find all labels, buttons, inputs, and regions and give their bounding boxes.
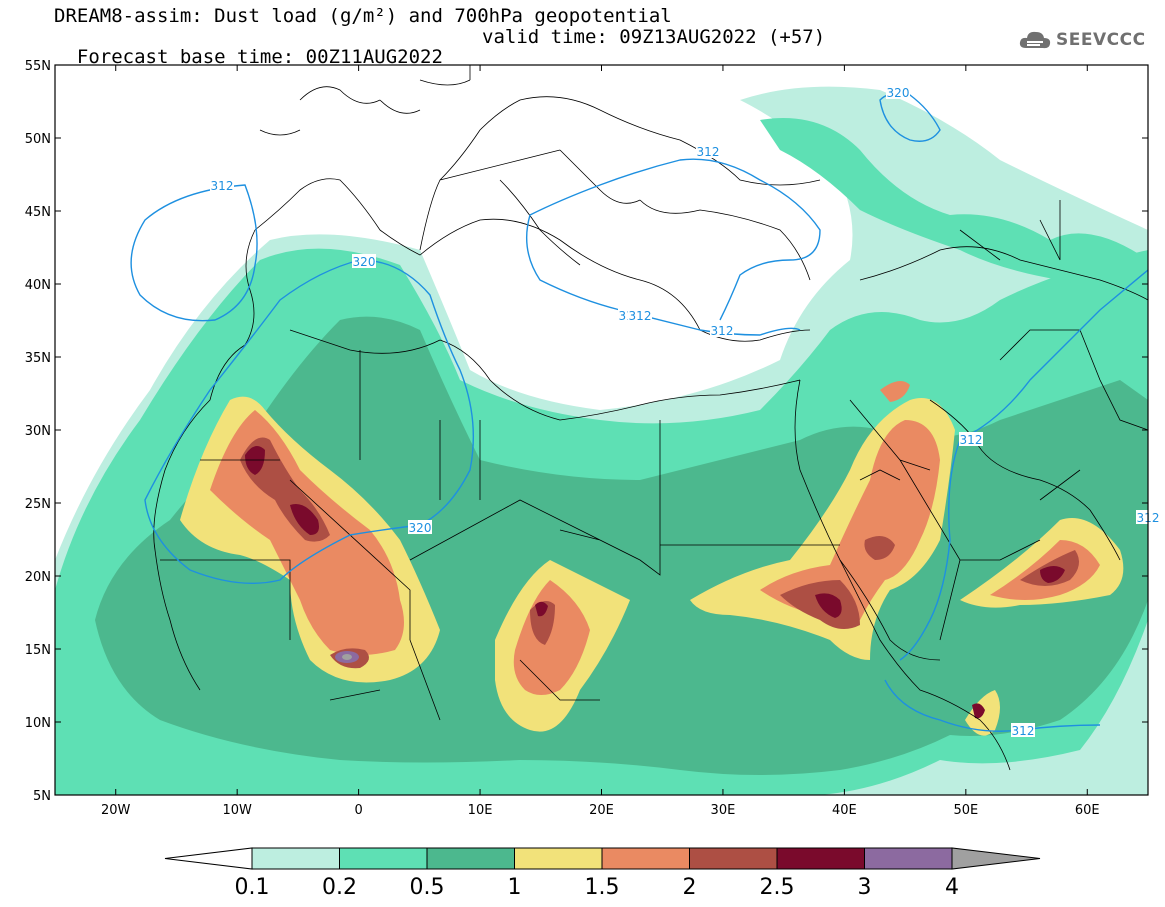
latitude-axis: 55N 50N 45N 40N 35N 30N 25N 20N 15N 10N 5N: [25, 59, 1148, 804]
colorbar-segment: [426, 847, 515, 870]
colorbar-segment: [776, 847, 865, 870]
colorbar-segment: [601, 847, 690, 870]
colorbar-label: 0.5: [410, 875, 445, 900]
contour-label: 312: [629, 309, 652, 323]
base-time: Forecast base time: 00Z11AUG2022: [76, 46, 443, 68]
contour-label: 312: [711, 324, 734, 338]
colorbar-label: 2: [683, 875, 697, 900]
contour-label: 312: [211, 179, 234, 193]
contour-label-bg: [1011, 723, 1035, 737]
lat-tick-label: 45N: [25, 205, 51, 220]
contour-label: 312: [960, 433, 983, 447]
lat-tick-label: 40N: [25, 278, 51, 293]
lat-tick-label: 35N: [25, 351, 51, 366]
lat-tick-label: 5N: [33, 789, 51, 804]
contour-label: 320: [887, 86, 910, 100]
contour-label-bg: [408, 520, 432, 534]
lon-tick-label: 60E: [1075, 803, 1100, 818]
contour-label-bg: [886, 85, 910, 99]
lat-tick-label: 30N: [25, 424, 51, 439]
contour-label: 320: [409, 521, 432, 535]
dust-level-2.5: [245, 446, 265, 475]
lon-tick-label: 20E: [589, 803, 614, 818]
lon-tick-label: 0: [354, 803, 362, 818]
lat-tick-label: 15N: [25, 643, 51, 658]
contour-label: 320: [353, 255, 376, 269]
contour-label: 312: [697, 145, 720, 159]
contour-labels: 312320320312312320312312312312312: [210, 85, 1160, 738]
logo-text: SEEVCCC: [1056, 30, 1146, 50]
contour-label: 312: [1012, 724, 1035, 738]
colorbar-label: 3: [858, 875, 872, 900]
lat-tick-label: 50N: [25, 132, 51, 147]
colorbar-low-arrow: [164, 847, 253, 870]
colorbar-label: 1: [508, 875, 522, 900]
lat-tick-label: 55N: [25, 59, 51, 74]
contour-label-bg: [210, 178, 234, 192]
colorbar: 0.1 0.2 0.5 1 1.5 2 2.5 3 4: [164, 847, 1041, 900]
lat-tick-label: 25N: [25, 497, 51, 512]
dust-field: [55, 65, 1148, 795]
colorbar-segment: [689, 847, 778, 870]
colorbar-label: 0.1: [235, 875, 270, 900]
contour-label-bg: [696, 144, 720, 158]
lon-tick-label: 10E: [468, 803, 493, 818]
colorbar-label: 0.2: [322, 875, 357, 900]
contour-label-bg: [959, 432, 983, 446]
colorbar-segment: [514, 847, 603, 870]
valid-time: valid time: 09Z13AUG2022 (+57): [482, 26, 826, 48]
longitude-axis: 20W 10W 0 10E 20E 30E 40E 50E 60E: [101, 65, 1100, 818]
lon-tick-label: 50E: [953, 803, 978, 818]
contour-label-bg: [628, 308, 652, 322]
seevccc-logo: SEEVCCC: [1018, 28, 1146, 52]
lat-tick-label: 10N: [25, 716, 51, 731]
contour-label-bg: [710, 323, 734, 337]
lat-tick-label: 20N: [25, 570, 51, 585]
lon-tick-label: 20W: [101, 803, 131, 818]
coastlines: [153, 65, 1148, 771]
forecast-times: Forecast base time: 00Z11AUG2022 valid t…: [54, 27, 825, 87]
colorbar-label: 2.5: [760, 875, 795, 900]
cloud-icon: [1019, 31, 1051, 49]
colorbar-segment: [251, 847, 340, 870]
colorbar-segment: [864, 847, 953, 870]
lon-tick-label: 40E: [832, 803, 857, 818]
contour-label-bg: [352, 254, 376, 268]
colorbar-segment: [339, 847, 428, 870]
colorbar-high-arrow: [951, 847, 1041, 870]
colorbar-label: 4: [945, 875, 959, 900]
geopotential-contours: [130, 92, 1148, 732]
lon-tick-label: 10W: [222, 803, 252, 818]
lon-tick-label: 30E: [711, 803, 736, 818]
colorbar-label: 1.5: [585, 875, 620, 900]
chart-title: DREAM8-assim: Dust load (g/m²) and 700hP…: [54, 5, 672, 27]
